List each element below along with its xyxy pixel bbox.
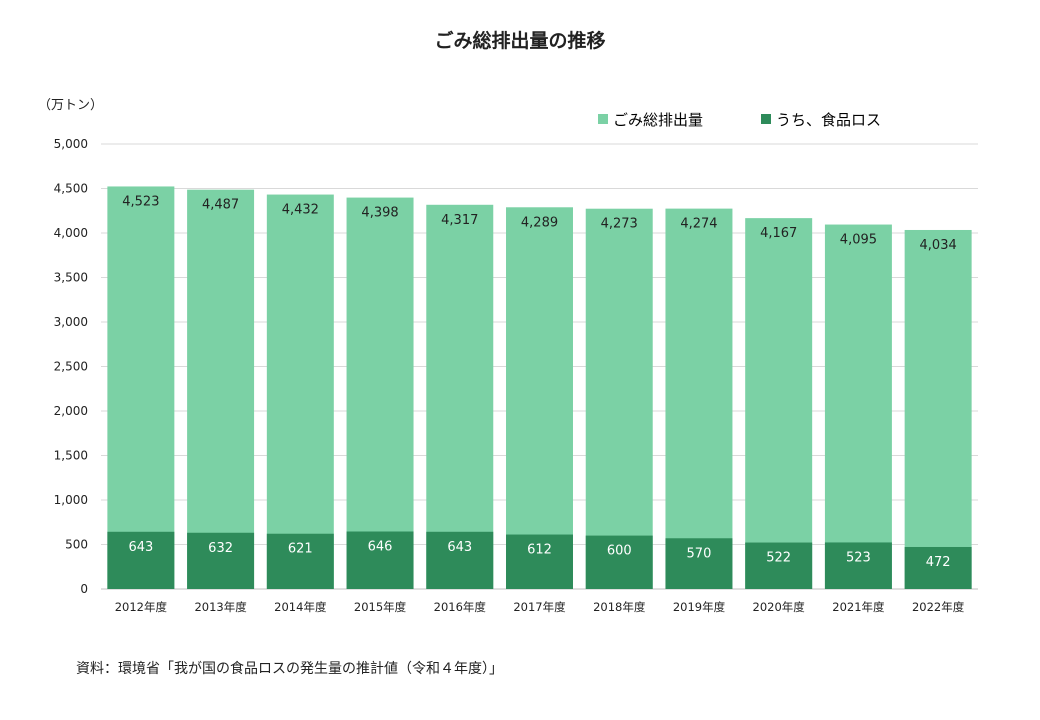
x-tick-label: 2021年度 xyxy=(832,600,885,614)
x-tick-label: 2016年度 xyxy=(434,600,487,614)
x-tick-label: 2018年度 xyxy=(593,600,646,614)
bar-total xyxy=(266,194,334,589)
bars: 4,523 643 4,487 632 4,432 621 4,398 646 4,317 643… xyxy=(107,186,972,590)
x-axis: 2012年度 2013年度 2014年度 2015年度 2016年度 2017年度 2018… xyxy=(115,600,965,614)
bar-food-loss xyxy=(904,546,972,589)
data-label-total: 4,289 xyxy=(521,215,558,230)
y-tick-label: 500 xyxy=(65,538,88,552)
data-label-total: 4,398 xyxy=(361,206,398,221)
source-note: 資料：環境省「我が国の食品ロスの発生量の推計値（令和４年度）」 xyxy=(76,661,503,677)
data-label-food-loss: 632 xyxy=(208,541,233,556)
bar-total xyxy=(745,218,813,589)
legend-swatch-total xyxy=(598,114,608,124)
bar-food-loss xyxy=(426,531,494,589)
bar-food-loss xyxy=(346,531,414,589)
bar-total xyxy=(904,229,972,589)
data-label-total: 4,034 xyxy=(920,238,957,253)
data-label-food-loss: 523 xyxy=(846,550,871,565)
legend-label-food-loss: うち、食品ロス xyxy=(776,111,881,129)
x-tick-label: 2012年度 xyxy=(115,600,168,614)
bar-food-loss xyxy=(107,531,175,589)
y-tick-label: 1,500 xyxy=(54,449,88,463)
data-label-food-loss: 643 xyxy=(447,540,472,555)
bar-food-loss xyxy=(585,535,653,589)
bar-food-loss xyxy=(506,534,573,589)
data-label-food-loss: 621 xyxy=(288,542,313,557)
x-tick-label: 2013年度 xyxy=(194,600,247,614)
data-label-total: 4,432 xyxy=(282,203,319,218)
y-tick-label: 4,500 xyxy=(54,182,88,196)
y-tick-label: 2,500 xyxy=(54,360,88,374)
data-label-total: 4,523 xyxy=(122,194,159,209)
bar-food-loss xyxy=(745,542,813,589)
data-label-food-loss: 646 xyxy=(368,540,393,555)
chart-title: ごみ総排出量の推移 xyxy=(434,30,606,52)
x-tick-label: 2017年度 xyxy=(513,600,566,614)
data-label-total: 4,487 xyxy=(202,198,239,213)
bar-total xyxy=(585,208,653,589)
bar-total xyxy=(665,208,733,589)
data-label-food-loss: 643 xyxy=(128,540,153,555)
data-label-total: 4,273 xyxy=(601,217,638,232)
bar-food-loss xyxy=(665,538,733,589)
x-tick-label: 2014年度 xyxy=(274,600,327,614)
bar-total xyxy=(426,204,494,590)
x-tick-label: 2019年度 xyxy=(673,600,726,614)
x-tick-label: 2015年度 xyxy=(354,600,407,614)
data-label-food-loss: 600 xyxy=(607,544,632,559)
y-tick-label: 1,000 xyxy=(54,493,88,507)
data-label-total: 4,095 xyxy=(840,233,877,248)
bar-food-loss xyxy=(266,533,334,589)
legend-swatch-food-loss xyxy=(761,114,771,124)
y-tick-label: 4,000 xyxy=(54,226,88,240)
data-label-total: 4,317 xyxy=(441,213,478,228)
legend-label-total: ごみ総排出量 xyxy=(613,111,703,129)
bar-total xyxy=(187,189,255,590)
y-axis: 0 500 1,000 1,500 2,000 2,500 3,000 3,500 4,000 4… xyxy=(54,137,88,596)
bar-total xyxy=(346,197,414,589)
y-tick-label: 3,500 xyxy=(54,271,88,285)
y-axis-unit-label: （万トン） xyxy=(38,98,104,113)
x-tick-label: 2022年度 xyxy=(912,600,965,614)
bar-total xyxy=(824,224,892,590)
data-label-total: 4,167 xyxy=(760,226,797,241)
bar-total xyxy=(506,207,573,590)
bar-food-loss xyxy=(187,532,255,589)
bar-chart: ごみ総排出量 うち、食品ロス 0 500 1,000 1,500 2,000 2,500 3… xyxy=(54,111,978,614)
data-label-food-loss: 612 xyxy=(527,543,552,558)
data-label-food-loss: 570 xyxy=(687,546,712,561)
data-label-total: 4,274 xyxy=(680,217,717,232)
data-label-food-loss: 522 xyxy=(766,551,791,566)
x-tick-label: 2020年度 xyxy=(753,600,806,614)
legend: ごみ総排出量 うち、食品ロス xyxy=(598,111,881,129)
data-label-food-loss: 472 xyxy=(926,555,951,570)
y-tick-label: 0 xyxy=(80,582,88,596)
y-tick-label: 5,000 xyxy=(54,137,88,151)
y-tick-label: 3,000 xyxy=(54,315,88,329)
bar-food-loss xyxy=(824,542,892,589)
y-tick-label: 2,000 xyxy=(54,404,88,418)
bar-total xyxy=(107,186,175,589)
